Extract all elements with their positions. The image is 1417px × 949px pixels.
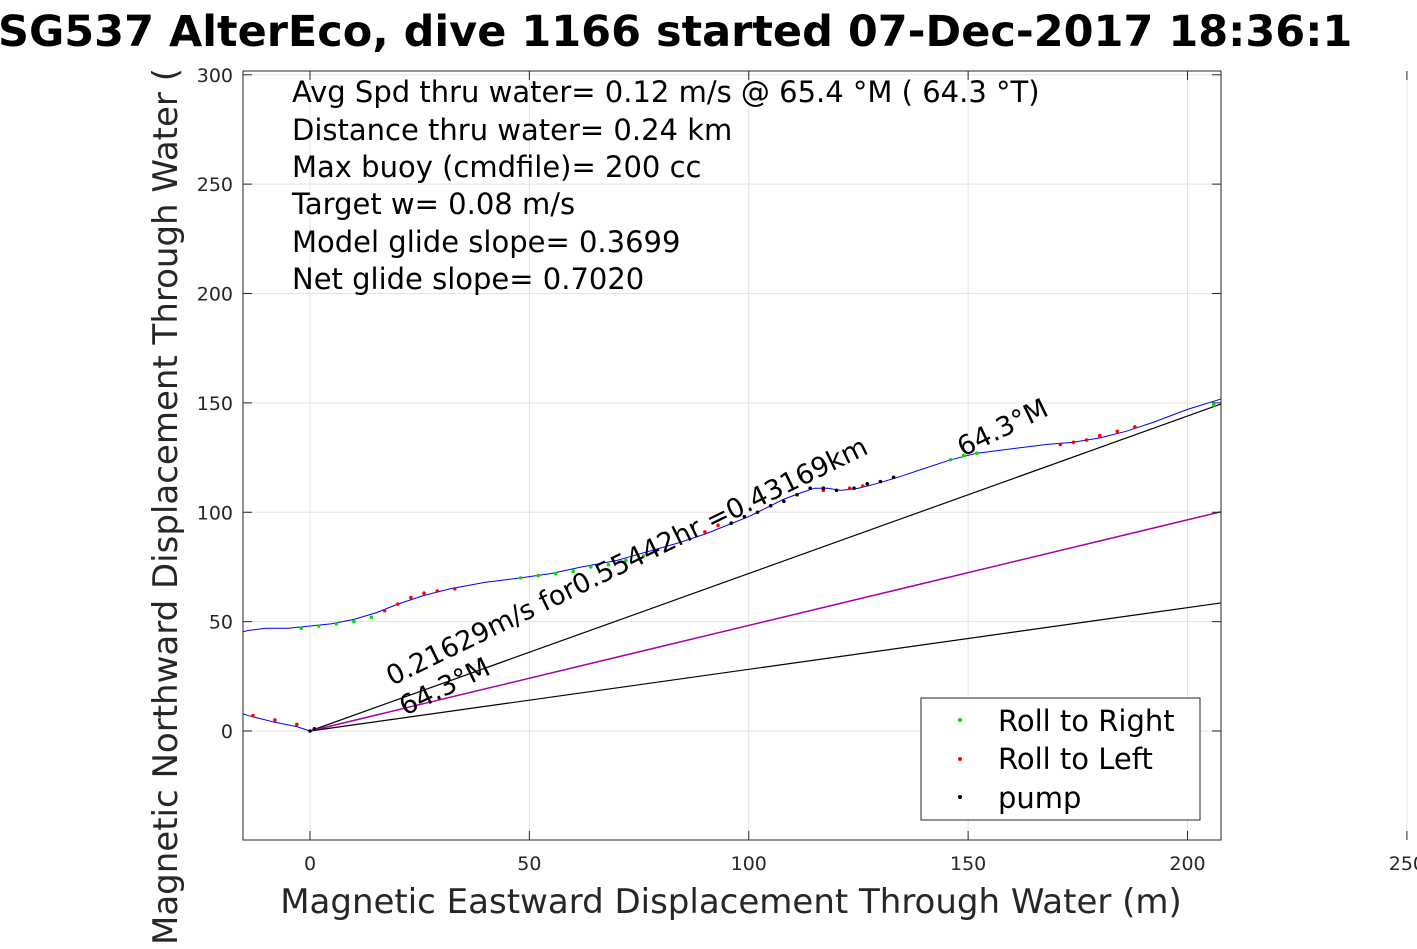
x-tick-label: 0 — [304, 853, 316, 875]
roll-left-point — [382, 608, 387, 613]
roll-left-point — [395, 602, 400, 606]
roll-right-point — [316, 624, 321, 628]
legend: Roll to Right Roll to Left pump — [920, 697, 1201, 821]
ticks — [243, 71, 1408, 840]
y-tick-label: 100 — [197, 502, 233, 524]
legend-marker-pump — [958, 795, 962, 799]
legend-marker-roll-right — [958, 718, 962, 722]
roll-right-point — [606, 562, 611, 567]
roll-left-point — [1084, 438, 1089, 442]
x-tick-labels: 050100150200250300350400 — [304, 853, 1417, 875]
y-tick-label: 200 — [197, 284, 233, 306]
roll-left-point — [251, 713, 255, 718]
roll-right-point — [624, 558, 628, 563]
data-layer — [243, 398, 1221, 733]
pump-point — [865, 482, 870, 486]
roll-right-point — [641, 554, 646, 558]
y-axis-label: Magnetic Northward Displacement Through … — [146, 68, 186, 945]
info-line-max-buoy: Max buoy (cmdfile)= 200 cc — [292, 150, 701, 184]
pump-point — [729, 521, 733, 525]
y-tick-label: 50 — [209, 612, 233, 634]
legend-label-pump: pump — [998, 781, 1081, 815]
roll-right-point — [975, 451, 979, 455]
info-text-block: Avg Spd thru water= 0.12 m/s @ 65.4 °M (… — [291, 75, 1040, 296]
info-line-distance: Distance thru water= 0.24 km — [292, 113, 732, 147]
x-tick-label: 250 — [1389, 853, 1417, 875]
y-tick-labels: 0 50 100 150 200 250 300 — [197, 65, 233, 743]
info-line-avg-speed: Avg Spd thru water= 0.12 m/s @ 65.4 °M (… — [292, 75, 1040, 109]
y-tick-label: 250 — [197, 174, 233, 196]
roll-right-point — [948, 457, 953, 462]
pump-point — [768, 503, 773, 508]
heading-reference-line — [309, 403, 1221, 732]
roll-left-point — [703, 530, 707, 534]
roll-right-point — [369, 615, 374, 620]
legend-label-roll-right: Roll to Right — [998, 704, 1175, 738]
roll-right-point — [589, 565, 593, 569]
y-tick-label: 150 — [197, 393, 233, 415]
x-tick-label: 200 — [1169, 853, 1205, 875]
roll-left-point — [861, 484, 865, 488]
legend-marker-roll-left — [958, 757, 962, 761]
roll-left-point — [1133, 425, 1137, 429]
pump-point — [808, 486, 812, 490]
y-tick-label: 300 — [197, 65, 233, 87]
roll-left-point — [295, 722, 299, 727]
pump-point — [834, 488, 839, 493]
net-displacement-line — [309, 511, 1221, 732]
roll-left-point — [847, 486, 852, 490]
roll-right-point — [352, 619, 356, 624]
roll-right-point — [553, 571, 558, 576]
roll-left-point — [1097, 433, 1102, 438]
y-tick-label: 0 — [221, 721, 233, 743]
roll-right-point — [518, 576, 523, 580]
heading-reference-line — [309, 602, 1221, 732]
pump-point — [782, 499, 786, 504]
roll-right-point — [1212, 403, 1216, 407]
x-tick-label: 50 — [517, 853, 541, 875]
roll-left-point — [1058, 442, 1063, 447]
legend-box — [920, 697, 1201, 821]
pump-point — [852, 486, 856, 490]
pump-point — [312, 727, 317, 731]
chart-title: SG537 AlterEco, dive 1166 started 07-Dec… — [0, 7, 1352, 57]
x-tick-label: 150 — [950, 853, 986, 875]
roll-right-point — [299, 626, 304, 630]
pump-point — [755, 510, 760, 515]
info-line-net-glide: Net glide slope= 0.7020 — [292, 262, 644, 296]
info-line-target-w: Target w= 0.08 m/s — [291, 187, 575, 221]
roll-right-point — [961, 453, 966, 458]
legend-label-roll-left: Roll to Left — [998, 742, 1153, 776]
roll-right-point — [334, 622, 339, 626]
roll-left-point — [452, 587, 457, 591]
roll-left-point — [1115, 429, 1120, 434]
pump-point — [878, 479, 883, 484]
info-line-model-glide: Model glide slope= 0.3699 — [292, 225, 680, 259]
plot-frame — [242, 70, 1222, 841]
pump-point — [308, 729, 312, 733]
roll-left-point — [409, 595, 413, 600]
roll-right-point — [536, 573, 540, 578]
roll-left-point — [273, 718, 277, 722]
roll-left-point — [422, 591, 426, 595]
x-axis-label: Magnetic Eastward Displacement Through W… — [280, 882, 1182, 922]
pump-point — [821, 486, 826, 490]
x-tick-label: 100 — [731, 853, 767, 875]
roll-left-point — [1071, 440, 1076, 445]
pump-point — [891, 475, 896, 480]
roll-right-point — [571, 569, 576, 574]
roll-left-point — [435, 589, 440, 593]
dive-track-line — [243, 398, 1221, 732]
pump-point — [795, 492, 799, 497]
roll-left-point — [716, 523, 720, 528]
pump-point — [742, 514, 747, 519]
